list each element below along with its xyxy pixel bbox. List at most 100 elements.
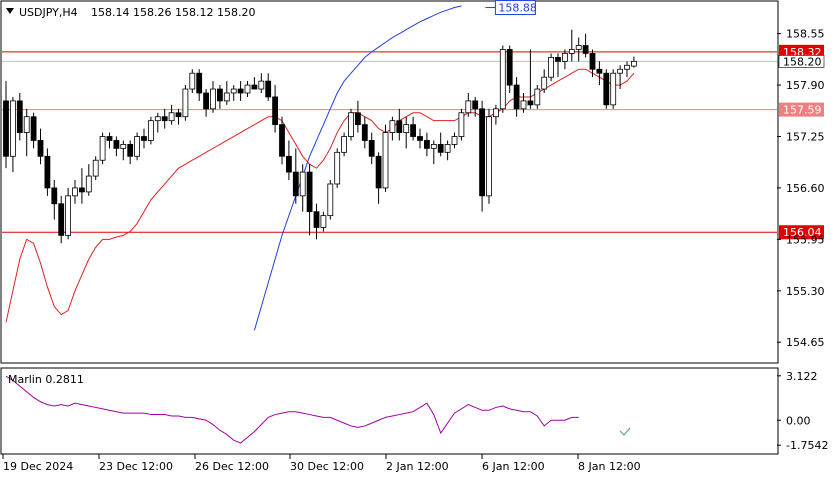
current-price-tag: [778, 55, 825, 68]
main-chart-frame: [0, 0, 779, 364]
candle-body: [230, 88, 237, 94]
candle-body: [617, 68, 623, 74]
candle-body: [120, 144, 127, 149]
candle-12: [85, 164, 92, 196]
price-axis: 158.55 157.90 157.25 156.60 155.95 155.30 154.…: [777, 28, 825, 349]
red-moving-average: [5, 68, 635, 323]
candle-body: [527, 100, 534, 106]
candle-44: [306, 164, 313, 236]
candle-60: [417, 128, 423, 149]
time-label-2: 26 Dec 12:00: [195, 460, 269, 473]
candle-17: [120, 140, 127, 161]
time-label-4: 2 Jan 12:00: [386, 460, 449, 473]
candle-47: [327, 180, 334, 220]
candle-37: [258, 73, 265, 93]
candle-body: [113, 140, 120, 149]
candle-body: [141, 136, 147, 141]
candle-body: [506, 49, 513, 86]
candle-34: [237, 81, 244, 101]
candle-84: [582, 33, 589, 58]
candle-body: [430, 144, 437, 149]
candle-body: [354, 112, 361, 126]
indicator-tick-1: 0.00: [786, 414, 811, 427]
candle-91: [631, 56, 637, 68]
candle-body: [106, 136, 113, 141]
candle-body: [189, 72, 196, 90]
indicator-tick-2: -1.7542: [786, 439, 828, 452]
candle-31: [216, 85, 223, 109]
candle-67: [465, 92, 472, 117]
candle-7: [51, 180, 58, 220]
candle-body: [403, 124, 410, 133]
candle-50: [348, 108, 354, 141]
candle-body: [361, 124, 368, 141]
candle-51: [354, 100, 361, 133]
candle-10: [72, 180, 78, 204]
candle-body: [437, 144, 444, 153]
candle-32: [223, 81, 230, 105]
candle-body: [161, 116, 168, 122]
candle-89: [617, 65, 623, 90]
candle-body: [65, 195, 71, 236]
candle-4: [30, 112, 37, 149]
candle-27: [189, 69, 196, 93]
candle-0: [3, 81, 9, 169]
candle-body: [499, 49, 506, 110]
time-label-5: 6 Jan 12:00: [482, 460, 545, 473]
candle-body: [555, 56, 561, 62]
candle-body: [51, 187, 58, 205]
candle-42: [292, 148, 299, 204]
collapse-triangle-icon[interactable]: [6, 8, 14, 14]
level-label-1: 157.59: [783, 104, 822, 117]
candle-39: [272, 85, 279, 133]
candle-body: [313, 211, 320, 228]
candle-body: [306, 171, 313, 213]
candles-layer: [3, 29, 637, 244]
time-label-1: 23 Dec 12:00: [99, 460, 173, 473]
candle-43: [299, 164, 306, 212]
candle-55: [382, 124, 389, 192]
candle-body: [175, 112, 182, 118]
candle-body: [541, 76, 548, 90]
candle-26: [182, 85, 189, 121]
candle-19: [134, 132, 141, 161]
candle-body: [348, 112, 354, 137]
candle-body: [147, 120, 154, 141]
candle-body: [154, 116, 161, 122]
candle-24: [168, 104, 175, 125]
ohlc-values: 158.14 158.26 158.12 158.20: [91, 6, 255, 19]
candle-59: [410, 116, 417, 141]
candle-88: [610, 69, 617, 109]
candle-body: [79, 187, 85, 193]
candle-21: [147, 116, 154, 145]
candle-69: [479, 100, 486, 212]
time-label-6: 8 Jan 12:00: [578, 460, 641, 473]
candle-body: [92, 159, 99, 177]
candle-36: [251, 77, 258, 90]
candle-6: [44, 148, 51, 196]
candle-56: [389, 116, 396, 141]
candle-body: [562, 53, 568, 62]
time-label-3: 30 Dec 12:00: [290, 460, 364, 473]
blue-label-value: 158.88: [498, 2, 537, 15]
blue-moving-average: [253, 5, 462, 331]
candle-81: [562, 49, 568, 70]
candle-body: [3, 100, 9, 157]
candle-body: [30, 116, 37, 141]
candle-65: [451, 132, 458, 149]
candle-body: [458, 112, 465, 137]
candle-20: [141, 128, 147, 149]
candle-78: [541, 69, 548, 93]
candle-64: [444, 140, 451, 161]
marlin-line: [5, 375, 579, 444]
candle-body: [320, 215, 327, 228]
candle-body: [223, 92, 230, 102]
candle-body: [44, 155, 51, 189]
candle-body: [265, 80, 272, 98]
candle-body: [410, 124, 417, 137]
candle-87: [603, 69, 610, 109]
price-tick-1: 157.90: [786, 79, 825, 92]
